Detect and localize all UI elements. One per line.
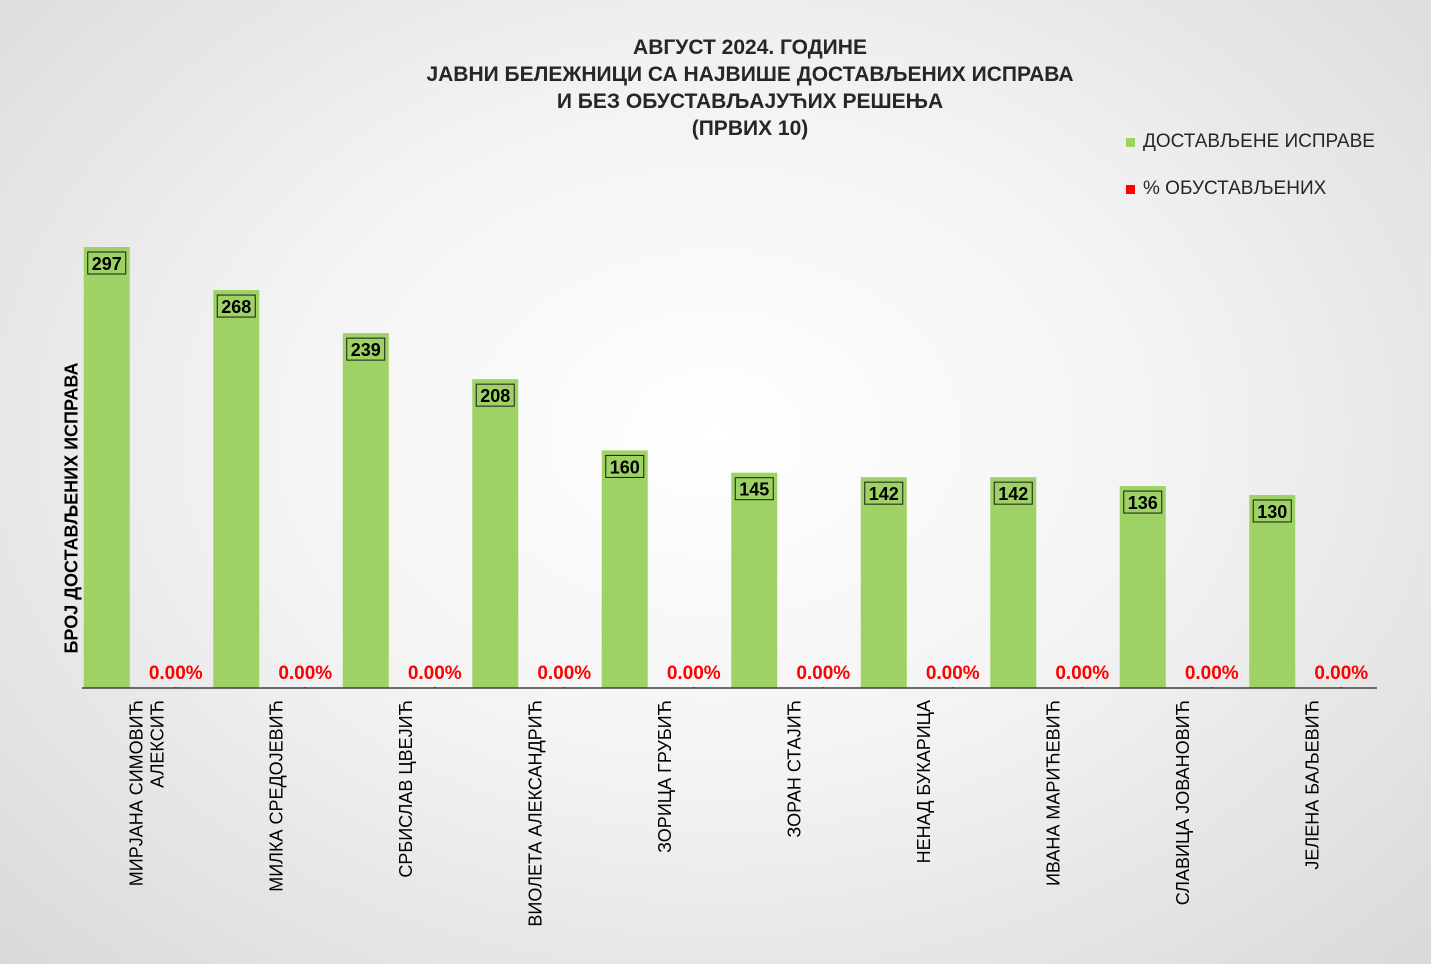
data-label-suspended: 0.00% [278,663,332,684]
data-label-box [87,251,127,275]
x-tick-label: ВИОЛЕТА АЛЕКСАНДРИЋ [525,700,545,927]
legend-label-documents: ДОСТАВЉЕНЕ ИСПРАВЕ [1143,131,1375,152]
title-line-4: (ПРВИХ 10) [691,117,809,140]
x-tick-label: СЛАВИЦА ЈОВАНОВИЋ [1173,700,1193,905]
data-label-box [216,294,256,318]
x-tick-label-line: ЗОРИЦА ГРУБИЋ [655,700,675,853]
data-label-box [475,383,515,407]
chart-title: АВГУСТ 2024. ГОДИНЕ ЈАВНИ БЕЛЕЖНИЦИ СА Н… [300,34,1200,142]
data-label-suspended: 0.00% [1055,663,1109,684]
data-label-box [993,481,1033,505]
data-label-documents: 239 [351,340,381,360]
data-label-suspended: 0.00% [796,663,850,684]
data-label-documents: 136 [1128,493,1158,513]
data-label-documents: 208 [480,386,510,406]
legend-label-suspended: % ОБУСТАВЉЕНИХ [1143,178,1327,199]
x-tick-label-line: СЛАВИЦА ЈОВАНОВИЋ [1173,700,1193,905]
data-label-suspended: 0.00% [1185,663,1239,684]
data-label-documents: 297 [92,254,122,274]
x-tick-label-line: ЗОРАН СТАЈИЋ [784,700,804,838]
data-label-box [605,454,645,478]
data-label-documents: 142 [998,484,1028,504]
x-tick-label: ИВАНА МАРИЋЕВИЋ [1043,700,1063,886]
x-tick-label: ЈЕЛЕНА БАЉЕВИЋ [1302,700,1322,870]
data-label-suspended: 0.00% [537,663,591,684]
bars-layer [83,247,1343,688]
data-label-suspended: 0.00% [1314,663,1368,684]
legend-swatch-suspended [1126,184,1135,194]
legend-item-documents: ДОСТАВЉЕНЕ ИСПРАВЕ [1126,131,1375,153]
data-label-documents: 145 [739,480,769,500]
bar-documents [472,379,519,688]
data-label-documents: 130 [1257,502,1287,522]
bar-documents [1119,486,1166,688]
title-line-3: И БЕЗ ОБУСТАВЉАЈУЋИХ РЕШЕЊА [556,90,944,113]
bar-documents [83,247,130,688]
bar-documents [990,477,1037,688]
data-label-box [1252,499,1292,523]
title-line-2: ЈАВНИ БЕЛЕЖНИЦИ СА НАЈВИШЕ ДОСТАВЉЕНИХ И… [426,63,1074,86]
bar-documents [860,477,907,688]
x-tick-label-line: МИРЈАНА СИМОВИЋ [126,700,146,886]
data-label-box [346,337,386,361]
x-tick-label: НЕНАД БУКАРИЦА [914,700,934,863]
data-label-suspended: 0.00% [926,663,980,684]
bar-documents [213,290,260,688]
data-label-documents: 160 [610,457,640,477]
x-tick-label-line: НЕНАД БУКАРИЦА [914,700,934,863]
x-tick-label: МИРЈАНА СИМОВИЋ АЛЕКСИЋ [126,700,167,886]
legend-item-suspended: % ОБУСТАВЉЕНИХ [1126,178,1375,200]
data-label-documents: 268 [221,297,251,317]
data-label-box [734,477,774,501]
data-label-box [864,481,904,505]
x-tick-label-line: АЛЕКСИЋ [147,700,167,788]
x-tick-label: ЗОРАН СТАЈИЋ [784,700,804,838]
data-label-suspended: 0.00% [149,663,203,684]
data-label-suspended: 0.00% [667,663,721,684]
legend-swatch-documents [1126,137,1135,147]
title-line-1: АВГУСТ 2024. ГОДИНЕ [633,36,867,59]
x-tick-label: СРБИСЛАВ ЦВЕЈИЋ [396,700,416,878]
data-label-documents: 142 [869,484,899,504]
bar-documents [342,333,389,688]
data-label-box [1123,490,1163,514]
x-tick-label-line: СРБИСЛАВ ЦВЕЈИЋ [396,700,416,878]
legend: ДОСТАВЉЕНЕ ИСПРАВЕ % ОБУСТАВЉЕНИХ [1126,131,1375,200]
bar-documents [601,450,648,688]
bar-documents [731,472,778,688]
bar-documents [1249,494,1296,688]
x-tick-label-line: ВИОЛЕТА АЛЕКСАНДРИЋ [525,700,545,927]
x-tick-label-line: МИЛКА СРЕДОЈЕВИЋ [266,700,286,892]
x-tick-label: ЗОРИЦА ГРУБИЋ [655,700,675,853]
x-tick-label: МИЛКА СРЕДОЈЕВИЋ [266,700,286,892]
x-tick-label-line: ИВАНА МАРИЋЕВИЋ [1043,700,1063,886]
data-label-suspended: 0.00% [408,663,462,684]
x-tick-label-line: ЈЕЛЕНА БАЉЕВИЋ [1302,700,1322,870]
